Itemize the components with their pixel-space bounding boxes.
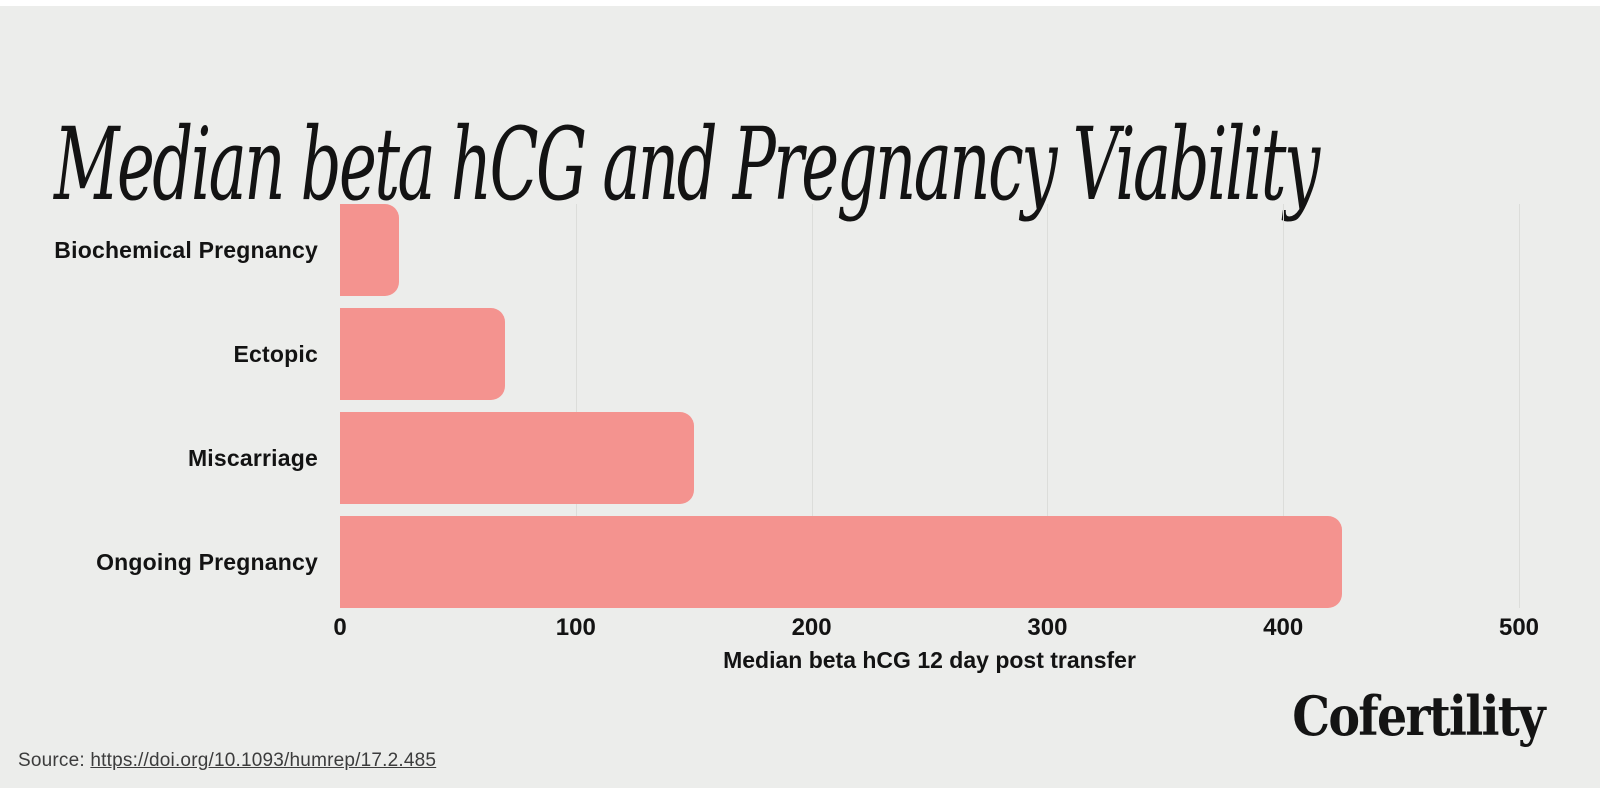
gridline <box>575 204 577 608</box>
x-tick-label: 300 <box>1027 614 1068 641</box>
bar-track <box>340 204 1519 296</box>
category-label: Ectopic <box>233 340 318 367</box>
chart-row: Ongoing Pregnancy <box>0 516 1519 608</box>
cofertility-logo: Cofertility <box>1292 684 1545 748</box>
x-tick-label: 100 <box>555 614 596 641</box>
x-axis-label: Median beta hCG 12 day post transfer <box>723 647 1136 673</box>
gridlines <box>340 204 1520 608</box>
x-tick-label: 400 <box>1263 614 1304 641</box>
x-tick-label: 500 <box>1498 614 1540 641</box>
gridline <box>1047 204 1049 608</box>
bar-biochemical-pregnancy <box>340 204 399 296</box>
bar-ongoing-pregnancy <box>340 516 1343 608</box>
bar-miscarriage <box>340 412 694 504</box>
bar-track <box>340 412 1519 504</box>
x-tick-label: 200 <box>791 614 832 641</box>
bar-ectopic <box>340 308 506 400</box>
source-note: Source: https://doi.org/10.1093/humrep/1… <box>18 750 436 772</box>
gridline <box>1283 204 1285 608</box>
category-label: Biochemical Pregnancy <box>54 236 318 263</box>
bar-chart: Biochemical Pregnancy Ectopic Miscarriage O… <box>0 204 1519 608</box>
chart-title: Median beta hCG and Pregnancy Viability <box>54 106 1320 223</box>
x-tick-label: 0 <box>333 614 347 641</box>
chart-canvas: Median beta hCG and Pregnancy Viability … <box>0 6 1600 788</box>
bar-track <box>340 308 1519 400</box>
chart-row: Ectopic <box>0 308 1519 400</box>
x-axis-ticks: 0 100 200 300 400 500 <box>333 614 1539 646</box>
bar-track <box>340 516 1519 608</box>
source-link[interactable]: https://doi.org/10.1093/humrep/17.2.485 <box>90 750 437 771</box>
chart-row: Biochemical Pregnancy <box>0 204 1519 296</box>
category-label: Miscarriage <box>187 444 318 471</box>
chart-row: Miscarriage <box>0 412 1519 504</box>
gridline <box>1519 204 1520 608</box>
gridline <box>811 204 813 608</box>
category-label: Ongoing Pregnancy <box>96 548 318 575</box>
source-label: Source: <box>18 750 85 771</box>
